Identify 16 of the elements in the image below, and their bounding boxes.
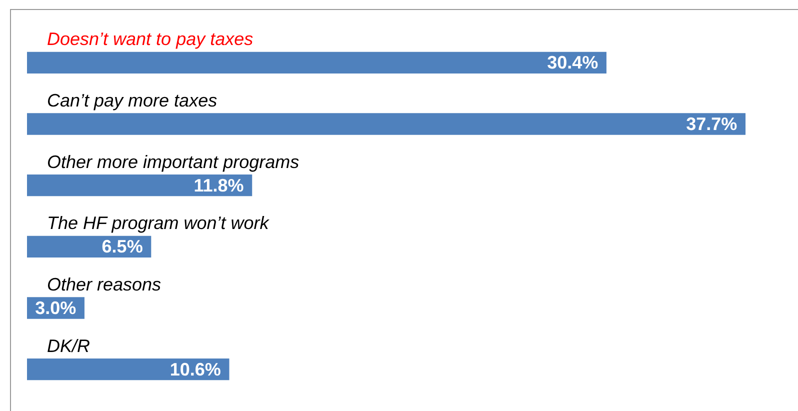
data-label: 37.7% [686, 114, 738, 134]
y-tick-label: DK/R [47, 336, 90, 356]
y-tick-label: Can’t pay more taxes [47, 90, 218, 110]
data-label: 3.0% [35, 298, 76, 318]
y-tick-label: The HF program won’t work [47, 213, 270, 234]
data-label: 11.8% [194, 175, 244, 196]
y-tick-label: Doesn’t want to pay taxes [47, 29, 254, 50]
data-label: 10.6% [170, 359, 221, 380]
bar [27, 52, 606, 74]
data-label: 6.5% [102, 236, 143, 257]
bar [27, 174, 252, 196]
y-tick-label: Other reasons [47, 274, 162, 294]
bar [27, 113, 746, 135]
bar [27, 358, 230, 380]
data-label: 30.4% [547, 52, 598, 73]
y-tick-label: Other more important programs [47, 152, 300, 172]
